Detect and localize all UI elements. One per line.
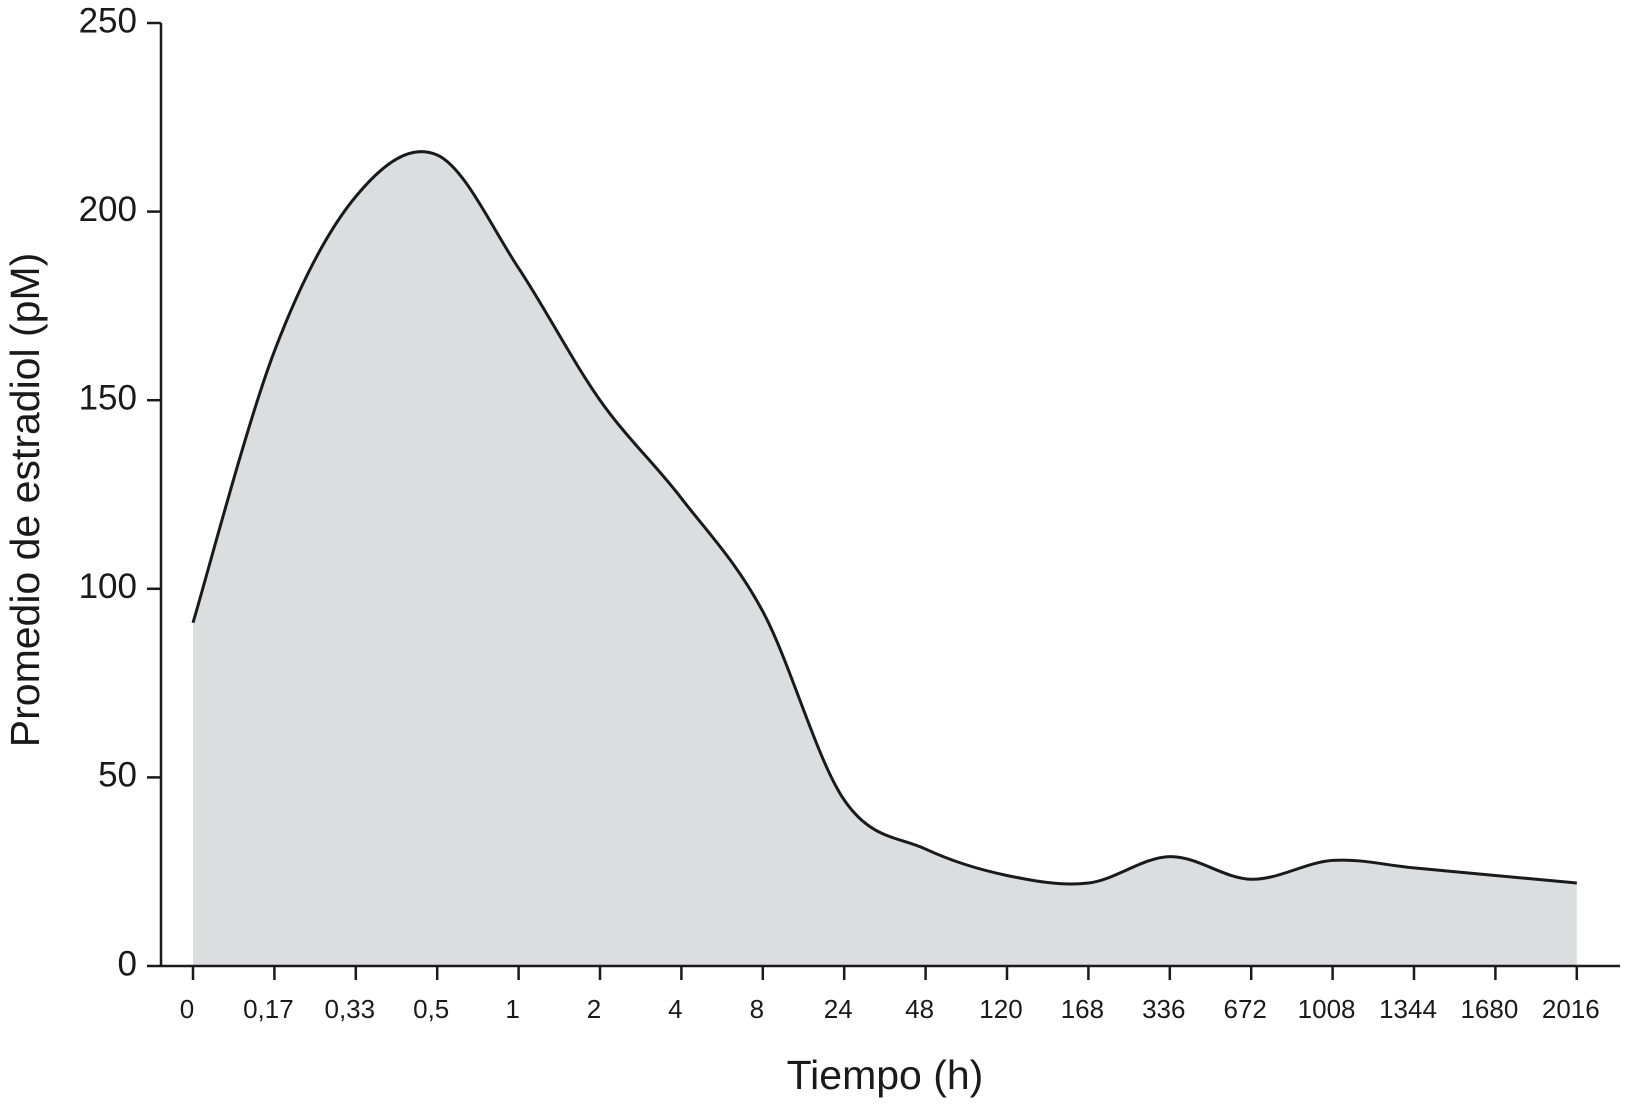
y-tick-label: 0: [118, 944, 137, 983]
y-tick-label: 100: [79, 567, 137, 606]
y-axis-title: Promedio de estradiol (pM): [2, 253, 48, 747]
x-tick-label: 672: [1224, 994, 1267, 1024]
x-tick-label: 8: [750, 994, 764, 1024]
x-tick-label: 0,17: [243, 994, 294, 1024]
x-tick-label: 0: [180, 994, 194, 1024]
x-tick-label: 0,33: [324, 994, 375, 1024]
x-tick-label: 120: [979, 994, 1022, 1024]
y-tick-label: 200: [79, 190, 137, 229]
x-tick-label: 0,5: [413, 994, 449, 1024]
x-tick-label: 48: [905, 994, 934, 1024]
area-line: [191, 150, 1577, 886]
x-tick-label: 1344: [1379, 994, 1437, 1024]
x-tick-label: 1: [505, 994, 519, 1024]
x-tick-label: 2: [587, 994, 601, 1024]
x-tick-label: 1680: [1460, 994, 1518, 1024]
x-tick-label: 24: [824, 994, 853, 1024]
y-tick-label: 250: [79, 1, 137, 40]
x-tick-label: 168: [1061, 994, 1104, 1024]
y-tick-label: 50: [98, 756, 137, 795]
x-tick-label: 336: [1142, 994, 1185, 1024]
x-tick-label: 1008: [1298, 994, 1356, 1024]
x-axis-title: Tiempo (h): [787, 1052, 984, 1098]
x-tick-label: 2016: [1542, 994, 1600, 1024]
x-tick-label: 4: [668, 994, 682, 1024]
y-tick-label: 150: [79, 378, 137, 417]
area-fill: [193, 151, 1577, 966]
